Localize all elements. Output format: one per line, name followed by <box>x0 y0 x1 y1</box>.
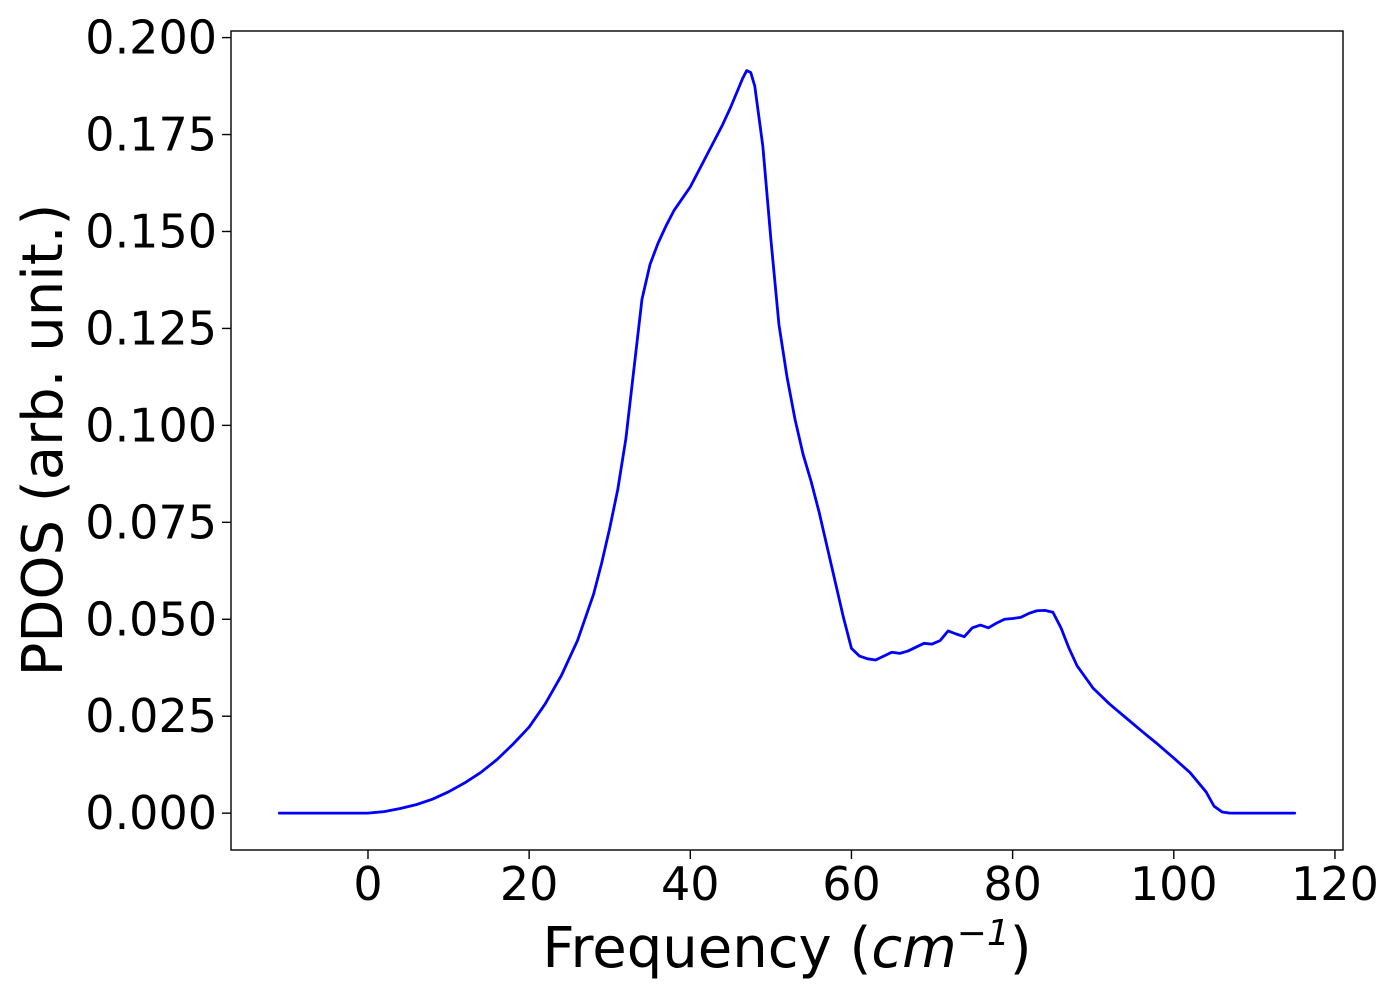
y-axis-ticks: 0.000 0.025 0.050 0.075 0.100 0.125 0.150 0.175… <box>85 11 231 840</box>
x-axis-unit: cm <box>871 916 956 981</box>
plot-area <box>230 30 1344 851</box>
y-tick-label: 0.050 <box>85 592 217 646</box>
x-tick-label: 60 <box>822 857 881 911</box>
x-tick-label: 0 <box>353 857 382 911</box>
y-tick-label: 0.075 <box>85 495 217 549</box>
y-tick-label: 0.200 <box>85 11 217 65</box>
y-tick-label: 0.100 <box>85 398 217 452</box>
x-axis-label: Frequency (cm−1) <box>542 913 1031 981</box>
x-tick-label: 120 <box>1291 857 1379 911</box>
y-tick-label: 0.025 <box>85 689 217 743</box>
x-axis-label-text: Frequency <box>542 916 831 981</box>
y-tick-label: 0.125 <box>85 301 217 355</box>
x-tick-label: 80 <box>983 857 1042 911</box>
series-layer <box>277 69 1297 815</box>
y-tick-label: 0.150 <box>85 204 217 258</box>
y-tick-label: 0.175 <box>85 108 217 162</box>
x-tick-label: 20 <box>500 857 559 911</box>
y-axis-label: PDOS (arb. unit.) <box>11 204 76 677</box>
x-axis-unit-exponent: −1 <box>957 913 1010 954</box>
y-tick-label: 0.000 <box>85 786 217 840</box>
x-axis-ticks: 0 20 40 60 80 100 120 <box>353 850 1379 911</box>
x-tick-label: 100 <box>1130 857 1218 911</box>
pdos-series-line <box>277 69 1297 815</box>
x-tick-label: 40 <box>661 857 720 911</box>
